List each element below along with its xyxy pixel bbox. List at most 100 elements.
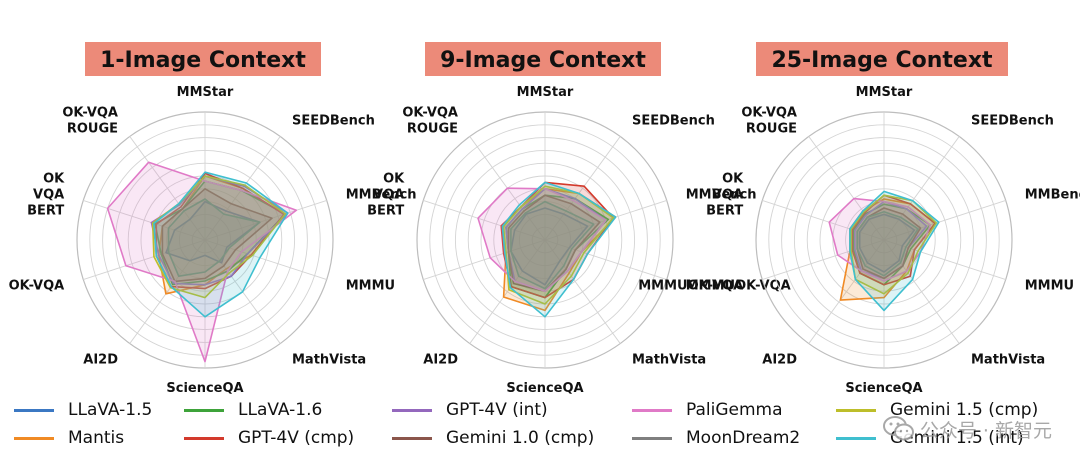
axis-label-line: AI2D xyxy=(762,353,797,368)
legend-item: LLaVA-1.5 xyxy=(14,398,152,422)
grid-spoke xyxy=(204,200,327,241)
axis-label-line: ROUGE xyxy=(746,121,797,136)
axis-label: OK-VQA ROUGE xyxy=(62,105,118,136)
axis-label-line: MMStar xyxy=(517,85,574,100)
axis-label-line: MMMU xyxy=(346,279,395,294)
series-moondream2 xyxy=(856,211,919,277)
legend-swatch xyxy=(14,436,54,440)
axis-label: AI2D xyxy=(83,353,118,368)
legend-item: Gemini 1.5 (cmp) xyxy=(836,398,1038,422)
axis-label: AI2D xyxy=(423,353,458,368)
axis-label-line: ROUGE xyxy=(67,121,118,136)
series-gpt-4v-cmp- xyxy=(851,194,936,286)
axis-label-line: AI2D xyxy=(83,353,118,368)
legend-item: MoonDream2 xyxy=(632,426,800,450)
axis-label-line: MMStar xyxy=(177,85,234,100)
axis-label: SEEDBench xyxy=(632,113,715,128)
axis-label-line: MMStar xyxy=(856,85,913,100)
axis-label: SEEDBench xyxy=(292,113,375,128)
legend-swatch xyxy=(392,436,432,440)
axis-label: OK-VQA xyxy=(9,279,65,294)
axis-label-line: MMBench xyxy=(346,187,417,202)
axis-label: MMStar xyxy=(517,85,574,100)
axis-label-line: BERT xyxy=(706,203,743,218)
axis-label: OK-VQA ROUGE xyxy=(741,105,797,136)
legend-label: LLaVA-1.5 xyxy=(68,400,153,420)
chart-title: 1-Image Context xyxy=(100,48,306,73)
axis-label: MathVista xyxy=(292,353,366,368)
axis-label-line: OK-VQA xyxy=(9,279,65,294)
watermark-text: 公众号 · 新智元 xyxy=(919,419,1052,442)
series-moondream2 xyxy=(510,200,595,290)
axis-label-line: VQA xyxy=(373,187,404,202)
axis-label: ScienceQA xyxy=(506,381,583,396)
axis-label-line: MMBench xyxy=(686,187,757,202)
series-gemini-1-5-int- xyxy=(849,190,940,312)
legend-item: Mantis xyxy=(14,426,124,450)
axis-label-line: VQA xyxy=(712,187,743,202)
series-llava-1-5 xyxy=(510,207,589,286)
legend-item: Gemini 1.0 (cmp) xyxy=(392,426,594,450)
grid-spoke xyxy=(83,239,206,280)
grid-spoke xyxy=(883,239,960,344)
axis-label: OK VQA BERT xyxy=(367,171,405,218)
chart-title: 9-Image Context xyxy=(440,48,646,73)
axis-label: MMMU xyxy=(1025,279,1074,294)
legend-label: LLaVA-1.6 xyxy=(238,400,323,420)
chart-title-box xyxy=(85,42,321,76)
grid-spoke xyxy=(883,239,1006,280)
axis-label-line: OK-VQA xyxy=(62,105,118,120)
legend-item: GPT-4V (int) xyxy=(392,398,548,422)
axis-label: MMBench xyxy=(346,187,417,202)
series-gemini-1-5-cmp- xyxy=(502,185,615,305)
legend-swatch xyxy=(836,408,876,412)
grid-spoke xyxy=(544,239,667,280)
legend-swatch xyxy=(392,408,432,412)
grid-spoke xyxy=(762,239,885,280)
radar-chart: 25-Image Context MMStar SEEDBench MMBench MM… xyxy=(638,42,1080,396)
axis-label-line: MathVista xyxy=(632,353,706,368)
axis-label-line: MMBench xyxy=(1025,187,1080,202)
chart-title: 25-Image Context xyxy=(771,48,993,73)
axis-label-line: MMMUOK-VQA xyxy=(638,279,743,294)
series-gemini-1-5-cmp- xyxy=(850,194,938,295)
grid-spoke xyxy=(204,239,327,280)
axis-label-line: ScienceQA xyxy=(845,381,922,396)
legend-swatch xyxy=(184,408,224,412)
axis-label-line: ScienceQA xyxy=(166,381,243,396)
legend-label: Mantis xyxy=(68,428,125,448)
axis-label-line: SEEDBench xyxy=(292,113,375,128)
legend-label: Gemini 1.0 (cmp) xyxy=(446,428,595,448)
grid-spoke xyxy=(129,239,206,344)
legend-swatch xyxy=(14,408,54,412)
legend-swatch xyxy=(632,408,672,412)
series-gemini-1-5-int- xyxy=(153,171,289,318)
series-moondream2 xyxy=(167,198,261,278)
axis-label: MMMU xyxy=(346,279,395,294)
series-gpt-4v-cmp- xyxy=(155,172,285,290)
axis-label-line: ScienceQA xyxy=(506,381,583,396)
axis-label-line: OK xyxy=(722,171,744,186)
axis-label-line: MathVista xyxy=(292,353,366,368)
axis-label: OK VQA BERT xyxy=(706,171,744,218)
grid-spoke xyxy=(808,136,885,241)
legend-swatch xyxy=(632,436,672,440)
legend-label: Gemini 1.5 (int) xyxy=(890,428,1024,448)
legend-item: GPT-4V (cmp) xyxy=(184,426,354,450)
series-gemini-1-0-cmp- xyxy=(161,188,273,283)
legend-label: PaliGemma xyxy=(686,400,783,420)
axis-label: OK VQA BERT xyxy=(27,171,65,218)
radar-chart: 9-Image Context MMStar SEEDBench MMBench MMM… xyxy=(367,42,791,396)
axis-label-line: BERT xyxy=(367,203,404,218)
grid-spoke xyxy=(469,239,546,344)
grid-spoke xyxy=(883,200,1006,241)
grid-spoke xyxy=(83,200,206,241)
axis-label-line: AI2D xyxy=(423,353,458,368)
series-llava-1-5 xyxy=(858,213,916,273)
grid-spoke xyxy=(883,136,960,241)
axis-label-line: BERT xyxy=(27,203,64,218)
legend-label: GPT-4V (int) xyxy=(446,400,548,420)
radar-chart: 1-Image Context MMStar SEEDBench MMBench MMM… xyxy=(9,42,417,396)
legend-label: MoonDream2 xyxy=(686,428,801,448)
